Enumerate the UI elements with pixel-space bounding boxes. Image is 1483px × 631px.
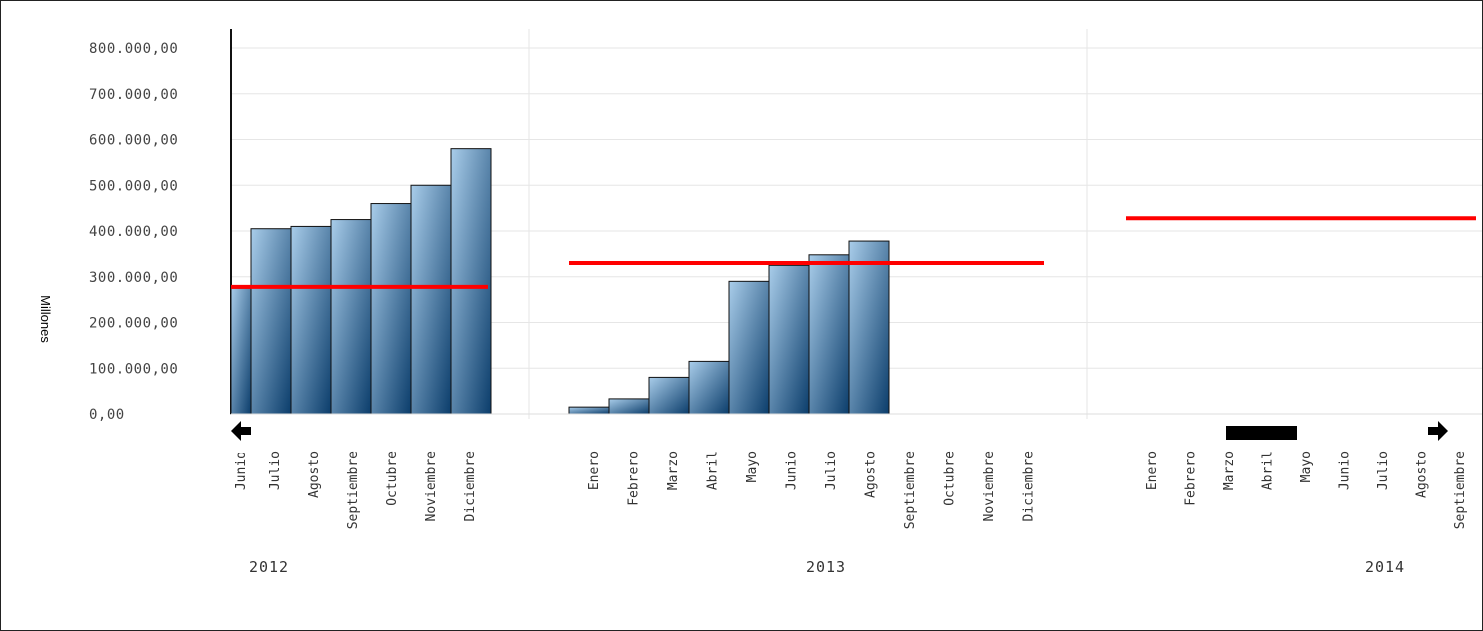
y-tick-label: 400.000,00 <box>89 224 178 240</box>
scrollbar-thumb[interactable] <box>1226 426 1297 440</box>
month-label: Mayo <box>1299 451 1314 482</box>
month-label: Agosto <box>1415 451 1430 498</box>
bar <box>608 398 650 415</box>
month-label: Marzo <box>1222 451 1237 490</box>
month-label: Agosto <box>307 451 322 498</box>
arrow-left-icon[interactable] <box>231 421 251 441</box>
month-label: Julio <box>824 451 839 490</box>
month-label: Septiembre <box>1453 451 1468 529</box>
y-tick-label: 700.000,00 <box>89 87 178 103</box>
y-tick-label: 800.000,00 <box>89 41 178 57</box>
bar <box>410 184 452 415</box>
month-label: Abril <box>706 451 721 490</box>
month-label: Julio <box>268 451 283 490</box>
y-tick-label: 0,00 <box>89 407 125 423</box>
y-tick-label: 200.000,00 <box>89 316 178 332</box>
month-label: Junio <box>234 451 249 490</box>
month-label: Octubre <box>385 451 400 506</box>
y-tick-label: 100.000,00 <box>89 361 178 377</box>
label-clip <box>221 441 251 453</box>
month-label: Septiembre <box>903 451 918 529</box>
month-label: Enero <box>1145 451 1160 490</box>
month-label: Junio <box>785 451 800 490</box>
bar <box>768 264 810 415</box>
month-label: Julio <box>1376 451 1391 490</box>
bar <box>648 376 690 415</box>
bar <box>230 287 252 415</box>
month-label: Agosto <box>864 451 879 498</box>
month-label: Marzo <box>666 451 681 490</box>
year-label: 2012 <box>249 558 289 576</box>
bar <box>290 225 332 415</box>
bar <box>848 240 890 415</box>
month-label: Junio <box>1338 451 1353 490</box>
month-label: Febrero <box>627 451 642 506</box>
y-tick-label: 500.000,00 <box>89 178 178 194</box>
month-label: Abril <box>1261 451 1276 490</box>
month-label: Octubre <box>943 451 958 506</box>
month-label: Enero <box>587 451 602 490</box>
bar <box>370 203 412 415</box>
year-label: 2013 <box>806 558 846 576</box>
bar <box>728 280 770 415</box>
y-tick-label: 600.000,00 <box>89 133 178 149</box>
month-label: Noviembre <box>982 451 997 522</box>
arrow-right-icon[interactable] <box>1428 421 1448 441</box>
bar <box>688 360 730 415</box>
bar <box>330 219 372 415</box>
month-label: Febrero <box>1184 451 1199 506</box>
month-label: Noviembre <box>424 451 439 522</box>
bar <box>568 406 610 415</box>
bar <box>450 148 492 415</box>
bar <box>808 254 850 415</box>
month-label: Diciembre <box>1022 451 1037 522</box>
month-label: Diciembre <box>463 451 478 522</box>
bar <box>250 228 292 415</box>
year-label: 2014 <box>1365 558 1405 576</box>
month-label: Mayo <box>745 451 760 482</box>
month-label: Septiembre <box>346 451 361 529</box>
y-tick-label: 300.000,00 <box>89 270 178 286</box>
y-axis-title: Millones <box>38 295 53 343</box>
